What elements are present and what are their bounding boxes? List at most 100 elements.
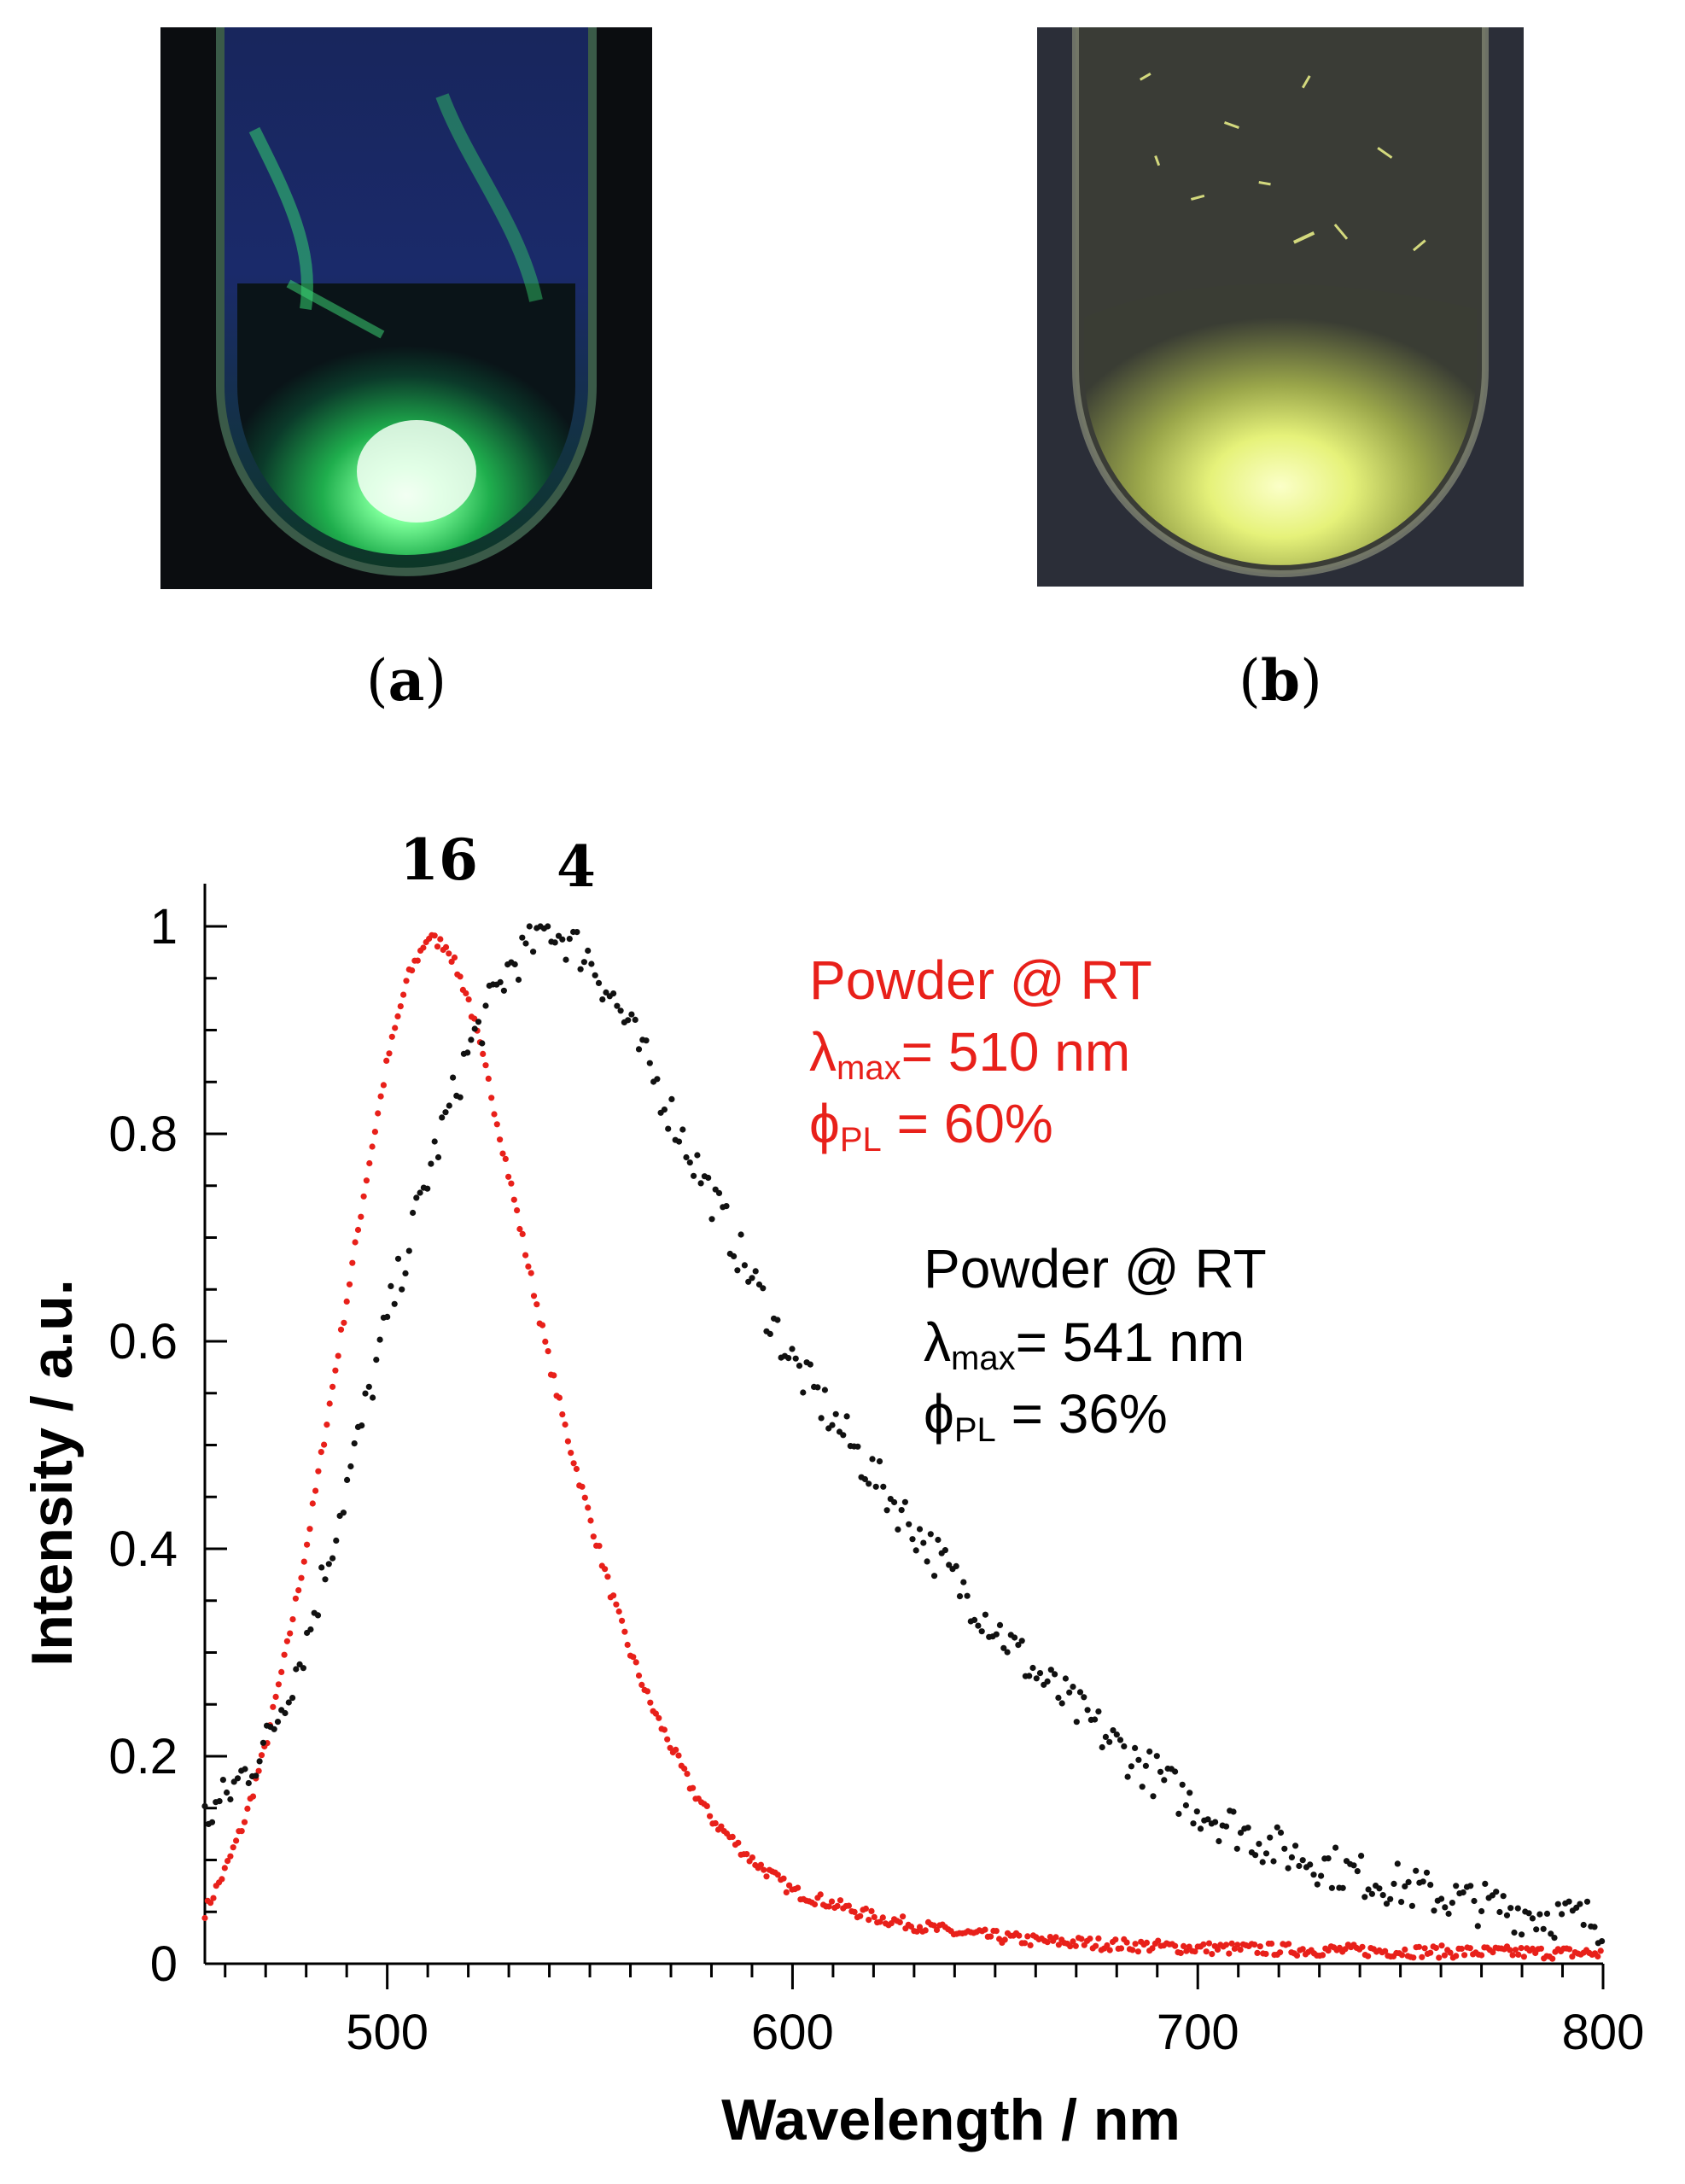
data-point xyxy=(684,1771,691,1778)
data-point xyxy=(1186,1790,1193,1796)
data-point xyxy=(431,1138,438,1145)
data-point xyxy=(1597,1947,1604,1954)
data-point xyxy=(414,957,421,964)
data-point xyxy=(574,929,580,936)
data-point xyxy=(1095,1708,1102,1715)
data-point xyxy=(679,1126,686,1133)
data-point xyxy=(224,1789,230,1796)
annotation-16: Powder @ RT λmax= 510 nm ϕPL = 60% xyxy=(809,949,1152,1159)
data-point xyxy=(1226,1950,1233,1957)
data-point xyxy=(1565,1898,1572,1905)
data-point xyxy=(646,1060,653,1066)
data-point xyxy=(424,1185,431,1192)
data-point xyxy=(1149,1945,1156,1952)
data-point xyxy=(681,1765,688,1772)
data-point xyxy=(1093,1942,1099,1949)
data-point xyxy=(879,1914,886,1921)
data-point xyxy=(1146,1748,1153,1755)
series-16 xyxy=(201,931,1604,1962)
data-point xyxy=(1478,1952,1485,1959)
x-tick-label: 700 xyxy=(1157,2005,1239,2060)
data-point xyxy=(1503,1912,1511,1918)
data-point xyxy=(347,1463,354,1470)
data-point xyxy=(219,1876,225,1883)
data-point xyxy=(872,1483,879,1490)
data-point xyxy=(1549,1955,1556,1962)
data-point xyxy=(1342,1946,1349,1953)
data-point xyxy=(526,923,533,930)
data-point xyxy=(632,1016,638,1023)
data-point xyxy=(1460,1889,1466,1896)
annotation-16-line1: Powder @ RT xyxy=(809,949,1152,1011)
data-point xyxy=(403,978,410,984)
data-point xyxy=(1245,1825,1251,1831)
data-point xyxy=(1427,1882,1434,1889)
data-point xyxy=(1419,1953,1426,1960)
data-point xyxy=(1453,1953,1460,1959)
data-point xyxy=(614,1002,621,1009)
data-point xyxy=(402,1270,409,1276)
data-point xyxy=(242,1766,248,1772)
data-point xyxy=(1200,1941,1207,1947)
data-point xyxy=(245,1779,252,1787)
data-point xyxy=(1087,1936,1093,1942)
data-point xyxy=(351,1440,358,1447)
data-point xyxy=(1024,1933,1031,1940)
data-point xyxy=(731,1253,738,1259)
data-point xyxy=(376,1336,383,1343)
data-point xyxy=(1216,1837,1222,1845)
data-point xyxy=(497,1136,504,1143)
data-point xyxy=(1259,1859,1266,1866)
data-point xyxy=(1383,1901,1391,1907)
data-point xyxy=(1081,1694,1087,1701)
data-point xyxy=(964,1592,971,1599)
data-point xyxy=(1222,1942,1230,1948)
data-point xyxy=(1569,1953,1576,1960)
data-point xyxy=(1365,1953,1372,1959)
data-point xyxy=(927,1531,934,1538)
data-point xyxy=(1012,1634,1018,1641)
series-label-16: 16 xyxy=(399,826,478,893)
data-point xyxy=(1029,1664,1036,1672)
data-point xyxy=(493,1121,500,1128)
data-point xyxy=(595,979,603,986)
data-point xyxy=(780,1875,787,1882)
data-point xyxy=(497,978,504,985)
annotation-16-phi: ϕPL = 60% xyxy=(809,1093,1053,1159)
data-point xyxy=(901,1498,908,1505)
data-point xyxy=(697,1180,704,1187)
data-point xyxy=(434,943,441,950)
data-point xyxy=(1599,1938,1606,1945)
data-point xyxy=(352,1239,359,1246)
data-point xyxy=(293,1666,300,1673)
panel-label-a: (a) xyxy=(365,647,447,714)
data-point xyxy=(1408,1902,1415,1909)
data-point xyxy=(891,1498,898,1506)
data-point xyxy=(1500,1893,1507,1900)
data-point xyxy=(400,991,407,998)
data-point xyxy=(613,1601,620,1608)
data-point xyxy=(912,1547,919,1554)
data-point xyxy=(825,1903,832,1910)
data-point xyxy=(1318,1872,1325,1879)
data-point xyxy=(1536,1911,1543,1918)
data-point xyxy=(617,1007,624,1014)
data-point xyxy=(1358,1853,1365,1860)
data-point xyxy=(785,1355,792,1362)
data-point xyxy=(573,1465,580,1473)
data-point xyxy=(1520,1953,1527,1960)
data-point xyxy=(1441,1952,1448,1959)
data-point xyxy=(1583,1898,1591,1905)
data-point xyxy=(564,1438,572,1445)
data-point xyxy=(1299,1946,1306,1953)
data-point xyxy=(530,1293,538,1299)
data-point xyxy=(322,1576,329,1583)
data-point xyxy=(464,1049,471,1056)
data-point xyxy=(409,967,416,974)
data-point xyxy=(993,1631,1000,1638)
data-point xyxy=(931,1573,938,1580)
data-point xyxy=(417,1189,423,1196)
data-point xyxy=(491,1111,498,1118)
data-point xyxy=(1209,1951,1216,1958)
